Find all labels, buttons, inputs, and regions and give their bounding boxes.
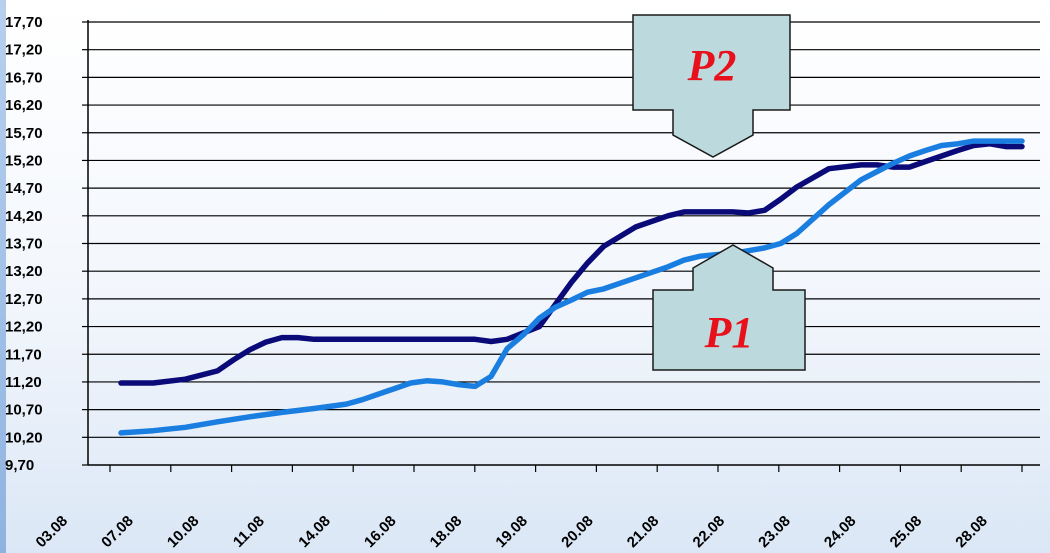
x-tick-label: 07.08 (98, 513, 137, 552)
gridlines (88, 21, 1040, 438)
y-tick-label: 11,70 (5, 346, 42, 363)
callout-p1-arrow-shape (652, 244, 806, 371)
y-tick-label: 13,70 (5, 236, 43, 253)
series-line-p1 (118, 138, 1025, 436)
callout-p1: P1 (652, 244, 806, 371)
decorative-left-band (0, 0, 6, 553)
x-tick-label: 25.08 (887, 513, 926, 552)
x-tick-label: 18.08 (427, 513, 466, 552)
y-tick-label: 15,20 (5, 152, 43, 169)
y-tick-label: 13,20 (5, 263, 43, 280)
x-tick-label: 20.08 (558, 513, 597, 552)
axes (82, 20, 1040, 472)
callout-p2: P2 (632, 14, 791, 158)
x-tick-label: 21.08 (624, 513, 663, 552)
y-tick-label: 17,70 (5, 14, 43, 31)
y-tick-label: 10,20 (5, 429, 43, 446)
x-tick-label: 24.08 (821, 513, 860, 552)
y-tick-label: 14,70 (5, 180, 43, 197)
callout-p2-arrow-shape (632, 14, 791, 158)
x-tick-label: 10.08 (164, 513, 203, 552)
x-tick-label: 23.08 (755, 513, 794, 552)
y-tick-label: 12,70 (5, 291, 43, 308)
callout-p1-label: P1 (704, 308, 754, 357)
x-tick-label: 16.08 (361, 513, 400, 552)
x-tick-label: 03.08 (33, 513, 72, 552)
x-tick-label: 14.08 (295, 513, 334, 552)
series-lines (118, 138, 1025, 436)
x-axis-tick-labels: 03.08 07.08 10.08 11.08 14.08 16.08 18.08 19.08… (33, 513, 991, 552)
y-tick-label: 11,20 (5, 374, 42, 391)
y-tick-label: 15,70 (5, 125, 43, 142)
y-tick-label: 16,20 (5, 97, 43, 114)
y-tick-label: 14,20 (5, 208, 43, 225)
x-tick-label: 28.08 (952, 513, 991, 552)
y-tick-label: 9,70 (5, 457, 34, 474)
y-tick-label: 17,20 (5, 42, 43, 59)
x-tick-label: 22.08 (690, 513, 729, 552)
y-tick-label: 12,20 (5, 319, 43, 336)
y-tick-label: 10,70 (5, 402, 43, 419)
x-tick-label: 11.08 (230, 513, 268, 551)
y-tick-label: 16,70 (5, 69, 43, 86)
callout-p2-label: P2 (687, 41, 737, 90)
x-tick-label: 19.08 (492, 513, 531, 552)
y-axis-tick-labels: 9,70 10,20 10,70 11,20 11,70 12,20 12,70 13,20 1… (5, 14, 43, 474)
series-line-p2 (118, 141, 1025, 386)
